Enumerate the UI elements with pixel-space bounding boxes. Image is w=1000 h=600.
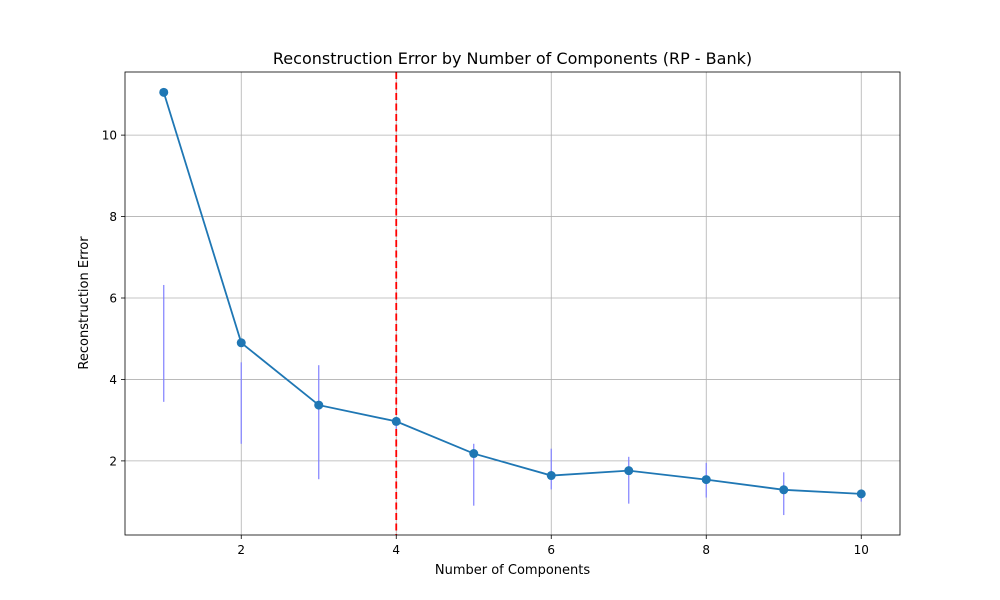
series-layer [159,87,866,499]
x-tick-label: 6 [547,543,555,557]
data-point [469,449,479,459]
y-tick-label: 2 [109,454,117,468]
plot-frame [124,71,901,536]
y-tick-label: 10 [102,129,117,143]
data-point [779,485,789,495]
chart-title: Reconstruction Error by Number of Compon… [273,49,752,68]
y-axis-label: Reconstruction Error [77,236,92,370]
data-point [391,416,401,426]
x-axis-label: Number of Components [435,563,590,578]
x-tick-label: 2 [237,543,245,557]
x-tick-label: 10 [854,543,869,557]
data-point [624,466,634,476]
data-point [314,400,324,410]
data-point [546,471,556,481]
data-point [856,489,866,499]
series-line [162,92,862,495]
data-point [701,475,711,485]
x-tick-label: 4 [392,543,400,557]
data-point [159,87,169,97]
y-tick-label: 4 [109,373,117,387]
y-tick-label: 6 [109,292,117,306]
data-point [236,338,246,348]
axis-ticks: 2 4 6 8 10 2 4 6 8 10 [102,129,869,557]
x-tick-label: 8 [702,543,710,557]
y-tick-label: 8 [109,210,117,224]
